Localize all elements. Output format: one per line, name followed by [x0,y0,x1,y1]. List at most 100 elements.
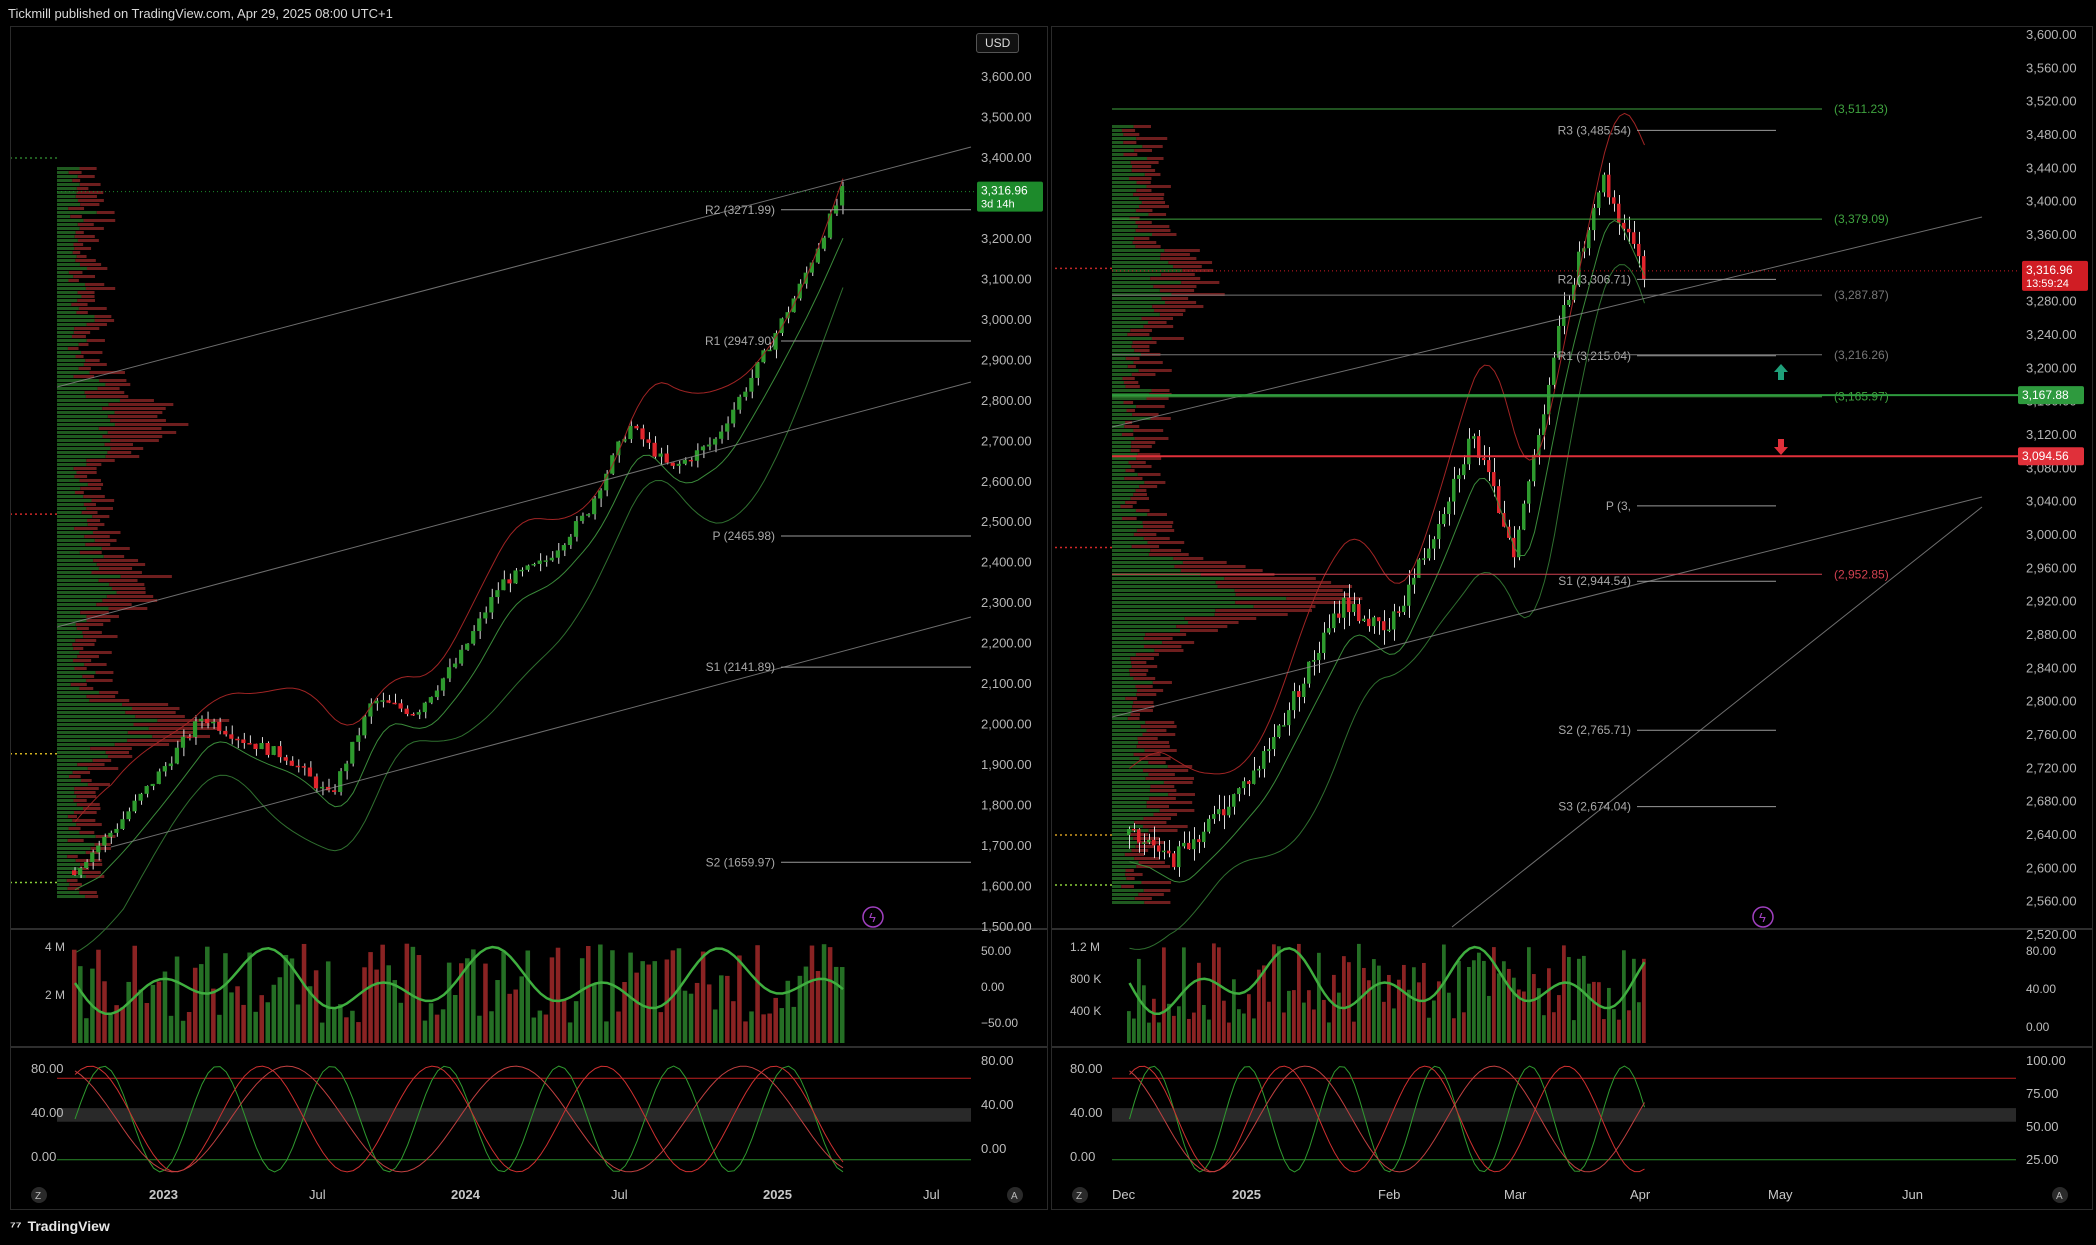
vp-bar-down [1181,281,1220,284]
vp-bar-up [1112,641,1163,644]
vp-bar-down [67,887,80,890]
vp-bar-down [1123,381,1139,384]
vp-bar-up [1112,305,1153,308]
volume-bar [1207,1019,1211,1043]
vp-bar-down [1133,361,1163,364]
vp-bar-down [1145,777,1194,780]
right-chart-panel[interactable]: 3,600.00 3,560.00 3,520.00 3,480.00 3,440.00… [1051,26,2093,1210]
vp-bar-up [57,363,84,366]
vp-bar-up [1112,673,1130,676]
x-axis-label: 2023 [149,1187,178,1202]
volume-bar [120,1007,125,1043]
stoch-tick-right: 50.00 [2026,1119,2059,1134]
y-tick-label: 2,880.00 [2026,627,2077,642]
volume-bar [1612,1009,1616,1043]
candle-body [1497,486,1501,514]
vp-bar-down [1125,873,1143,876]
candle-body [198,718,204,722]
vp-bar-down [1129,673,1147,676]
vp-bar-down [133,723,210,726]
vp-bar-up [1112,265,1174,268]
vp-bar-down [1147,541,1185,544]
vp-bar-up [1112,461,1129,464]
vp-bar-down [1136,137,1168,140]
volume-bar [156,981,162,1043]
left-chart-svg[interactable]: 3,600.003,500.003,400.003,300.003,200.00… [11,27,1047,1209]
currency-selector[interactable]: USD [976,33,1020,53]
vp-bar-down [1135,229,1171,232]
osc-tick: 40.00 [2026,982,2056,996]
vp-bar-up [1112,817,1144,820]
vp-bar-down [1134,437,1169,440]
vp-bar-down [1153,813,1178,816]
vp-bar-up [57,567,99,570]
vp-bar-up [1112,369,1139,372]
volume-bar [1417,982,1421,1043]
volume-bar [253,1011,258,1043]
stoch-line [74,1065,844,1173]
vp-bar-down [1135,845,1155,848]
vp-bar-down [1123,141,1137,144]
left-chart-panel[interactable]: 3,600.003,500.003,400.003,300.003,200.00… [10,26,1048,1210]
right-chart-svg[interactable]: 3,600.00 3,560.00 3,520.00 3,480.00 3,440.00… [1052,27,2092,1209]
vp-bar-down [107,431,177,434]
vp-bar-down [1148,213,1167,216]
pivot-label: S1 (2,944.54) [1558,574,1631,588]
vp-bar-down [85,895,99,898]
y-tick-label: 2,300.00 [981,595,1032,610]
volume-bar [1162,947,1166,1043]
y-tick-label: 3,520.00 [2026,94,2077,109]
candle-body [1597,192,1601,208]
volume-profile [1112,125,1363,904]
vp-bar-up [57,587,112,590]
vp-bar-up [1112,661,1132,664]
vp-bar-up [57,343,79,346]
vp-bar-down [1215,581,1332,584]
vp-bar-down [1136,745,1170,748]
candle-body [525,565,530,570]
candle-body [150,783,155,787]
volume-bar [1582,955,1586,1043]
volume-bar [1527,947,1531,1043]
candle-body [132,800,137,812]
vp-bar-down [1148,829,1178,832]
vp-bar-up [57,387,98,390]
volume-bar [223,953,228,1043]
axis-toggle-button [1007,1187,1023,1203]
vp-bar-down [1180,569,1263,572]
volume-bar [706,984,712,1043]
vp-bar-down [1224,577,1316,580]
vp-bar-up [1112,497,1131,500]
volume-bar [1597,982,1601,1043]
volume-bar [1312,1009,1316,1043]
x-axis-label: Mar [1504,1187,1527,1202]
candle-body [652,442,657,457]
volume-bar [1342,956,1346,1043]
candle-body [253,743,258,750]
vp-bar-down [1168,793,1195,796]
y-tick-label: 3,200.00 [981,231,1032,246]
volume-bar [162,971,168,1043]
volume-bar [682,990,688,1043]
volume-bar [392,980,398,1043]
vp-bar-up [1112,809,1160,812]
candle-body [1467,438,1471,465]
candle-body [386,700,391,703]
vp-bar-up [57,859,76,862]
candle-body [604,473,609,491]
volume-bar [1467,966,1471,1043]
vp-bar-up [57,571,92,574]
vp-bar-down [1133,125,1151,128]
volume-bar [186,1011,192,1043]
y-tick-label: 3,440.00 [2026,160,2077,175]
vp-bar-down [76,871,101,874]
vp-bar-up [57,443,105,446]
volume-bar [247,952,252,1043]
axis-toggle-label: A [1011,1191,1018,1202]
vp-bar-up [1112,853,1125,856]
candle-body [1552,357,1556,385]
vp-bar-up [1112,457,1137,460]
y-tick-label: 2,600.00 [2026,860,2077,875]
volume-bar [1587,983,1591,1043]
vp-bar-up [57,723,134,726]
